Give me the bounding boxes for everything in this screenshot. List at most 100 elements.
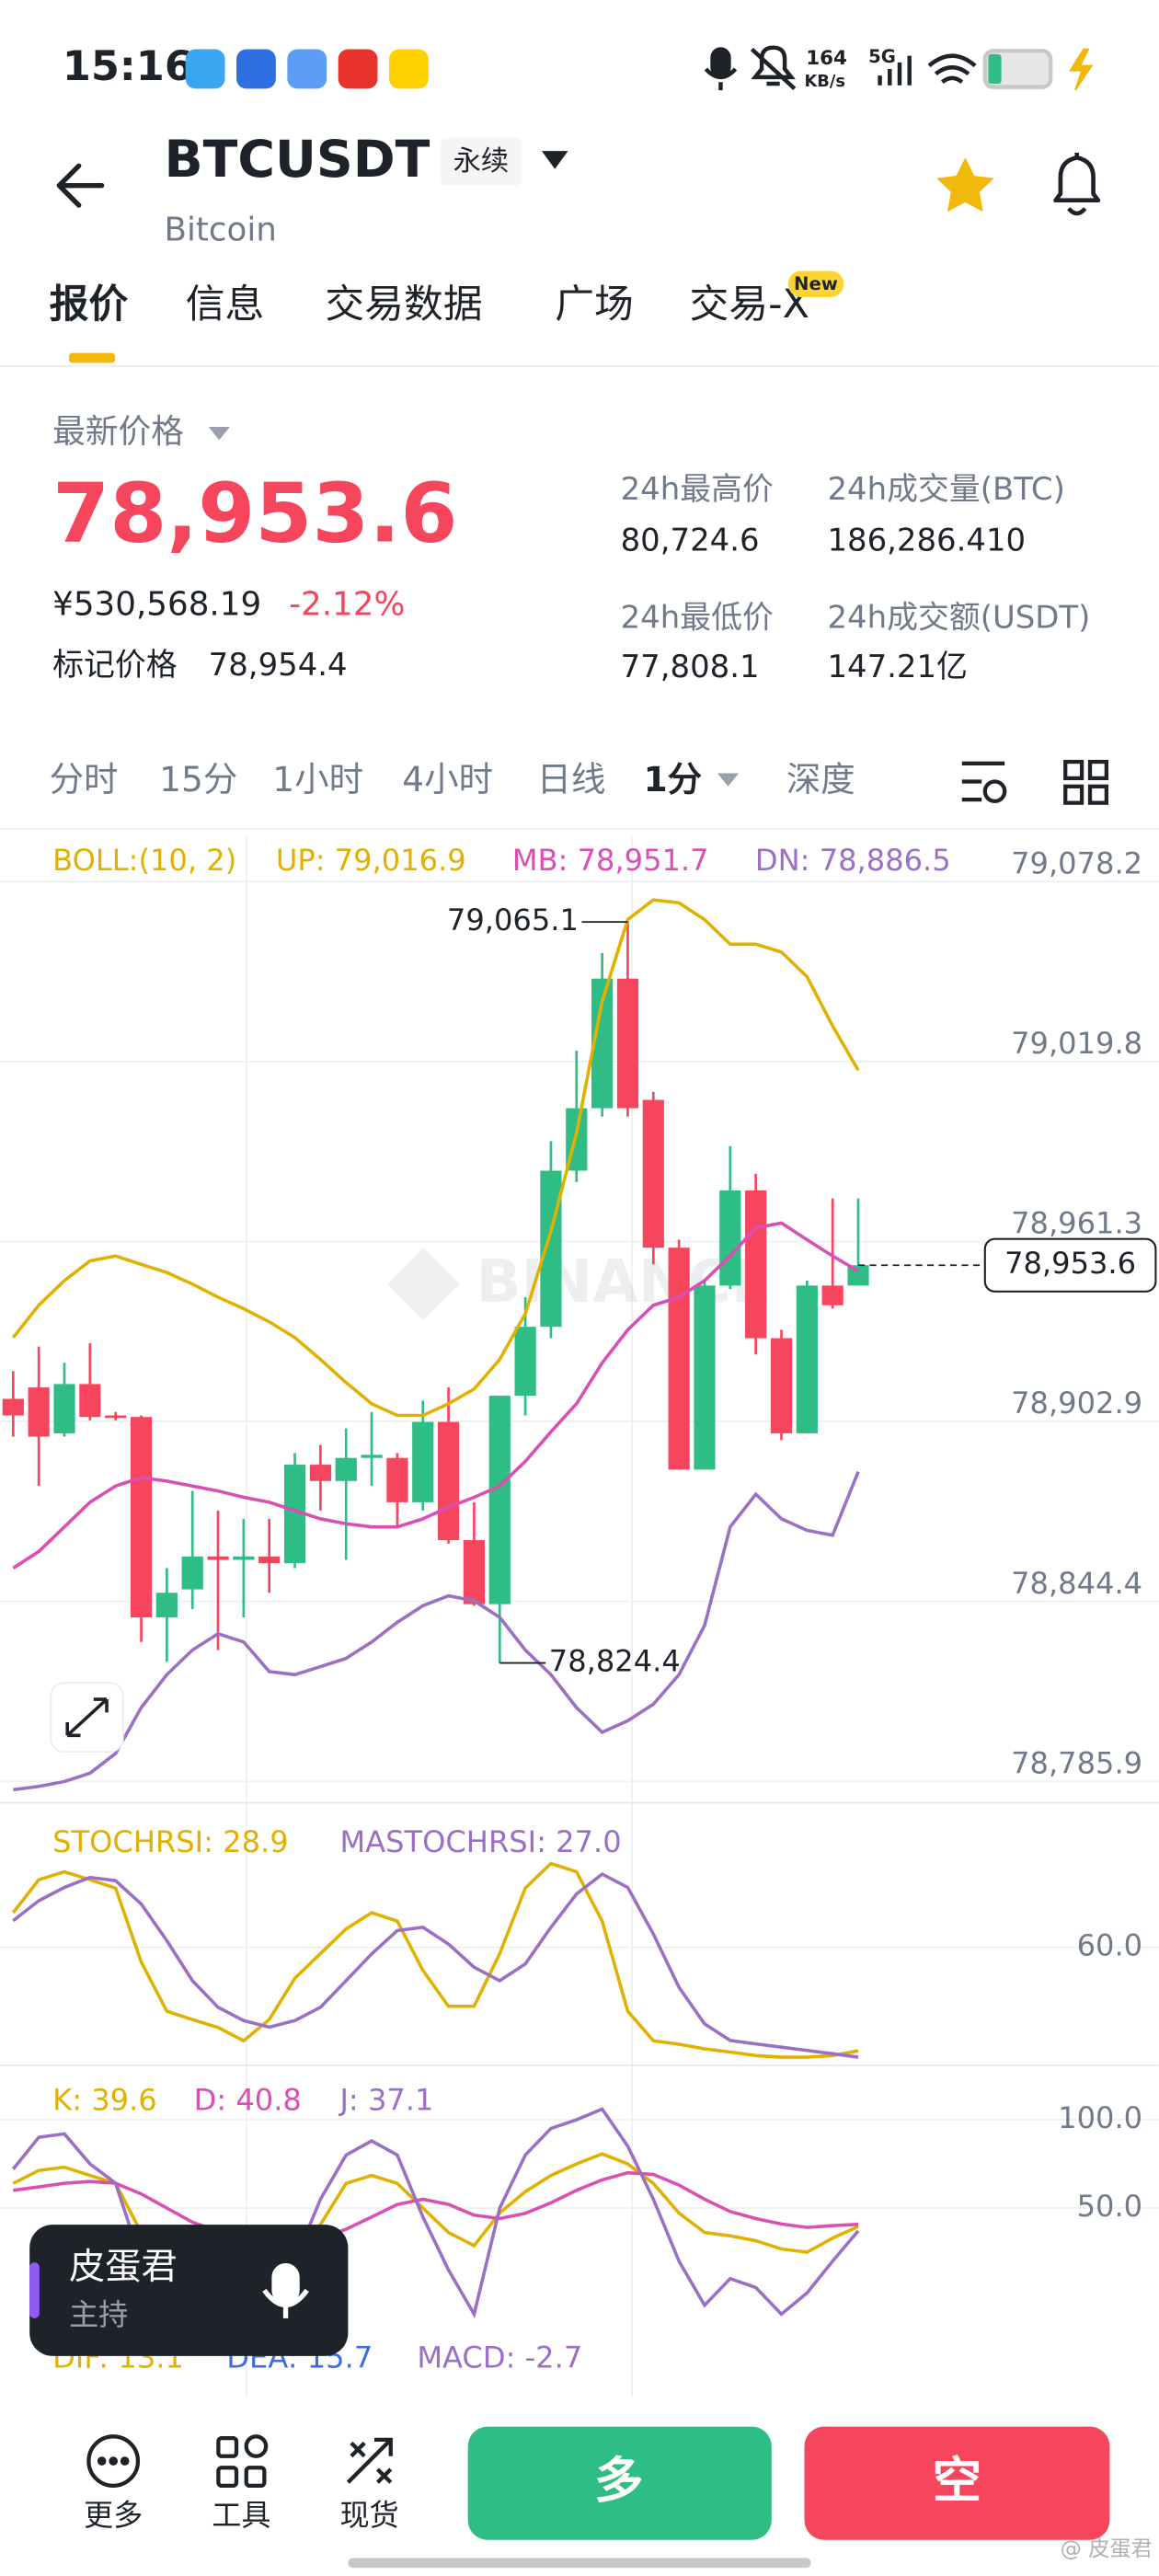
candle-body: [130, 1417, 153, 1618]
candle-body: [155, 1593, 178, 1618]
legend-entry: STOCHRSI: 28.9: [52, 1824, 289, 1859]
candle-body: [335, 1457, 357, 1481]
candle-body: [796, 1285, 818, 1433]
candle-body: [79, 1384, 101, 1418]
short-button-label: 空: [933, 2452, 982, 2510]
candle-body: [821, 1285, 843, 1305]
y-tick-label: 60.0: [1077, 1928, 1143, 1963]
stat-value: 147.21亿: [827, 649, 967, 684]
tools-icon[interactable]: [216, 2434, 269, 2488]
legend-entry: K: 39.6: [52, 2082, 157, 2117]
contract-badge[interactable]: [440, 137, 522, 186]
indicator-line: [12, 1221, 859, 1570]
candle-body: [540, 1170, 562, 1328]
legend-entry: MASTOCHRSI: 27.0: [339, 1824, 621, 1859]
last-price-box: [983, 1237, 1157, 1293]
annotation-label: 78,824.4: [549, 1644, 681, 1679]
new-badge: [787, 270, 844, 298]
indicator-line: [13, 1471, 860, 1792]
interval-dropdown[interactable]: [717, 773, 740, 787]
price-change: -2.12%: [289, 586, 405, 624]
price-dropdown[interactable]: [208, 426, 230, 441]
candle-body: [847, 1265, 869, 1286]
host-role: 主持: [69, 2297, 128, 2332]
tab[interactable]: 报价: [50, 282, 129, 328]
expand-icon: [65, 1697, 109, 1738]
interval[interactable]: 1小时: [272, 759, 363, 799]
status-system-icons: [704, 45, 1094, 91]
candle-body: [412, 1421, 434, 1502]
last-price-label: 78,953.6: [1004, 1246, 1136, 1281]
y-tick-label: 79,019.8: [1011, 1026, 1142, 1061]
interval[interactable]: 15分: [159, 759, 237, 799]
interval-active[interactable]: 1分: [644, 759, 703, 799]
short-button[interactable]: [804, 2426, 1110, 2540]
symbol-dropdown[interactable]: [541, 151, 568, 169]
tab[interactable]: 广场: [555, 282, 634, 328]
nav-label[interactable]: 更多: [84, 2498, 143, 2533]
interval[interactable]: 分时: [50, 759, 119, 799]
candle-body: [105, 1415, 127, 1419]
nav-label[interactable]: 工具: [212, 2498, 270, 2533]
candle-body: [514, 1327, 536, 1397]
candle-body: [53, 1384, 75, 1433]
y-tick-label: 78,902.9: [1011, 1386, 1142, 1420]
signal-type: 5G: [868, 46, 896, 67]
stat-label: 24h成交量(BTC): [827, 471, 1064, 507]
candle-body: [463, 1540, 486, 1604]
symbol: BTCUSDT: [165, 131, 430, 190]
candle-body: [668, 1248, 690, 1470]
candle-body: [694, 1285, 716, 1470]
host-accent: [29, 2262, 40, 2318]
new-badge-text: New: [794, 273, 838, 294]
legend-entry: MB: 78,951.7: [512, 843, 709, 878]
alert-bell[interactable]: [1053, 152, 1101, 216]
interval[interactable]: 日线: [537, 759, 606, 799]
long-button[interactable]: [467, 2426, 772, 2540]
indicator-settings[interactable]: [961, 761, 1007, 804]
net-speed: 164: [806, 47, 847, 70]
more-icon[interactable]: [86, 2434, 141, 2488]
stat-value: 77,808.1: [621, 649, 760, 684]
legend-entry: MACD: -2.7: [417, 2340, 582, 2375]
price-label: 最新价格: [52, 413, 184, 451]
candle-body: [283, 1465, 306, 1564]
interval[interactable]: 深度: [786, 759, 855, 799]
y-tick-label: 78,961.3: [1011, 1206, 1142, 1241]
candle-body: [28, 1387, 50, 1437]
last-price: 78,953.6: [52, 466, 457, 561]
interval[interactable]: 4小时: [402, 759, 493, 799]
price-cny: ¥530,568.19: [52, 586, 261, 624]
indicator-line: [13, 2170, 859, 2244]
layout-toggle[interactable]: [1063, 759, 1108, 805]
annotation-label: 79,065.1: [447, 903, 579, 937]
indicator-line: [11, 1861, 859, 2059]
back-button[interactable]: [56, 163, 105, 208]
y-tick-label: 78,844.4: [1011, 1566, 1142, 1601]
candle-body: [745, 1190, 767, 1339]
mic-icon[interactable]: [262, 2263, 309, 2318]
candle-body: [770, 1338, 793, 1433]
favorite-star[interactable]: [936, 157, 994, 213]
legend-entry: D: 40.8: [194, 2082, 302, 2117]
y-tick-label: 50.0: [1077, 2189, 1143, 2224]
coin-name: Bitcoin: [165, 212, 277, 249]
y-tick-label: 78,785.9: [1011, 1746, 1142, 1781]
tab[interactable]: 信息: [186, 282, 265, 328]
host-card[interactable]: [29, 2225, 349, 2356]
candle-body: [437, 1421, 460, 1541]
y-tick-label: 100.0: [1058, 2100, 1142, 2135]
candle-body: [207, 1556, 229, 1560]
spot-icon[interactable]: [346, 2437, 393, 2484]
y-tick-label: 79,078.2: [1011, 845, 1142, 880]
legend-entry: BOLL:(10, 2): [52, 843, 236, 878]
stat-label: 24h成交额(USDT): [827, 599, 1090, 635]
watermark: @ 皮蛋君: [1061, 2536, 1153, 2561]
candle-body: [386, 1457, 408, 1502]
indicator-line: [12, 1871, 859, 2059]
stat-label: 24h最低价: [621, 599, 774, 635]
nav-label[interactable]: 现货: [339, 2498, 398, 2533]
contract-type: 永续: [453, 145, 510, 178]
tab[interactable]: 交易数据: [325, 282, 482, 328]
